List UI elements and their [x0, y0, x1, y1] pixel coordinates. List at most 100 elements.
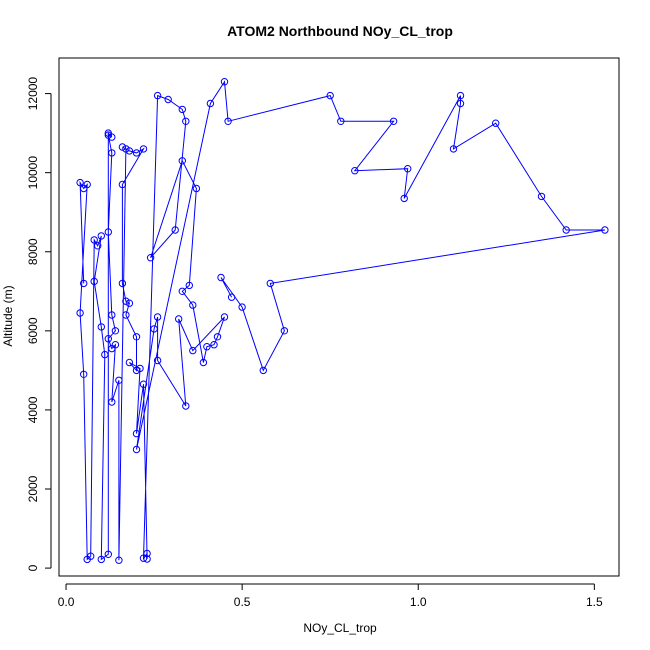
data-point: [400, 194, 408, 203]
data-point: [164, 95, 172, 104]
x-tick-label: 0.0: [58, 595, 75, 609]
data-point: [192, 184, 201, 193]
x-tick-label: 0.5: [234, 595, 251, 609]
data-point: [238, 303, 246, 311]
data-point: [132, 333, 141, 341]
data-point: [175, 315, 183, 323]
data-point: [210, 341, 218, 349]
data-point: [115, 556, 123, 564]
data-point: [492, 119, 500, 127]
data-point: [80, 279, 88, 288]
data-point: [153, 356, 162, 365]
data-point: [104, 228, 113, 236]
data-point: [404, 165, 412, 173]
data-point: [537, 192, 546, 201]
data-point: [189, 301, 197, 309]
data-point: [456, 99, 465, 108]
data-point: [104, 550, 113, 558]
series-line: [79, 80, 605, 561]
data-point: [90, 277, 98, 286]
y-tick-label: 6000: [26, 317, 40, 344]
data-point: [90, 236, 98, 244]
data-point: [97, 232, 106, 240]
data-point: [389, 117, 398, 126]
data-point: [178, 157, 187, 165]
y-tick-label: 2000: [26, 475, 40, 502]
data-point: [125, 358, 134, 367]
data-point: [337, 117, 345, 126]
data-point: [171, 226, 179, 234]
data-point: [76, 309, 84, 317]
data-point: [185, 281, 194, 290]
data-point: [132, 366, 141, 375]
data-point: [111, 341, 120, 349]
chart-title: ATOM2 Northbound NOy_CL_trop: [227, 23, 453, 39]
y-tick-label: 10000: [26, 156, 40, 190]
y-axis: 0 2000 4000 6000 8000 10000 12000: [26, 77, 52, 571]
data-point: [97, 323, 106, 331]
data-point: [259, 366, 267, 375]
data-point: [104, 131, 113, 139]
y-tick-label: 0: [26, 564, 40, 571]
data-point: [351, 167, 359, 175]
data-point: [203, 343, 211, 351]
data-point: [104, 335, 113, 343]
data-point: [178, 105, 187, 114]
data-point: [139, 380, 148, 388]
data-point: [76, 178, 84, 187]
data-point: [80, 370, 88, 378]
x-axis: 0.0 0.5 1.0 1.5: [58, 583, 603, 609]
data-point: [132, 429, 141, 438]
data-point: [182, 117, 190, 126]
data-point: [101, 350, 109, 359]
data-point: [139, 554, 148, 562]
data-point: [132, 149, 141, 157]
data-point: [213, 333, 222, 341]
data-point: [122, 311, 130, 319]
data-point: [143, 549, 151, 558]
data-point: [206, 99, 215, 108]
data-point: [97, 555, 106, 564]
data-point: [143, 555, 151, 563]
data-point: [150, 325, 158, 333]
data-point: [601, 226, 609, 234]
data-point: [456, 91, 465, 100]
x-tick-label: 1.5: [586, 595, 603, 609]
x-axis-label: NOy_CL_trop: [303, 621, 377, 635]
data-point: [139, 145, 148, 153]
data-point: [153, 313, 162, 321]
data-point: [108, 398, 116, 406]
data-point: [189, 346, 197, 355]
data-point: [118, 143, 127, 151]
data-point: [224, 117, 232, 126]
data-point: [87, 552, 95, 560]
data-point: [182, 402, 190, 410]
data-point: [449, 145, 458, 153]
data-point: [118, 279, 127, 288]
y-tick-label: 4000: [26, 396, 40, 423]
data-point: [227, 293, 236, 301]
y-tick-label: 8000: [26, 238, 40, 265]
data-point: [217, 273, 225, 282]
data-point: [108, 311, 116, 319]
data-point: [115, 376, 123, 384]
y-tick-label: 12000: [26, 77, 40, 111]
data-point: [199, 358, 208, 367]
data-point: [326, 91, 334, 100]
data-point: [111, 327, 120, 335]
data-point: [220, 78, 229, 86]
data-point: [136, 364, 144, 373]
data-point: [118, 180, 127, 189]
data-point: [94, 242, 102, 250]
data-point: [108, 149, 116, 157]
x-tick-label: 1.0: [410, 595, 427, 609]
data-point: [562, 226, 570, 234]
data-point: [178, 287, 187, 295]
data-point: [220, 313, 229, 321]
data-point: [280, 327, 289, 335]
data-point: [153, 91, 162, 100]
data-point: [125, 147, 134, 155]
data-point: [266, 279, 274, 288]
plot-frame: [58, 57, 620, 577]
